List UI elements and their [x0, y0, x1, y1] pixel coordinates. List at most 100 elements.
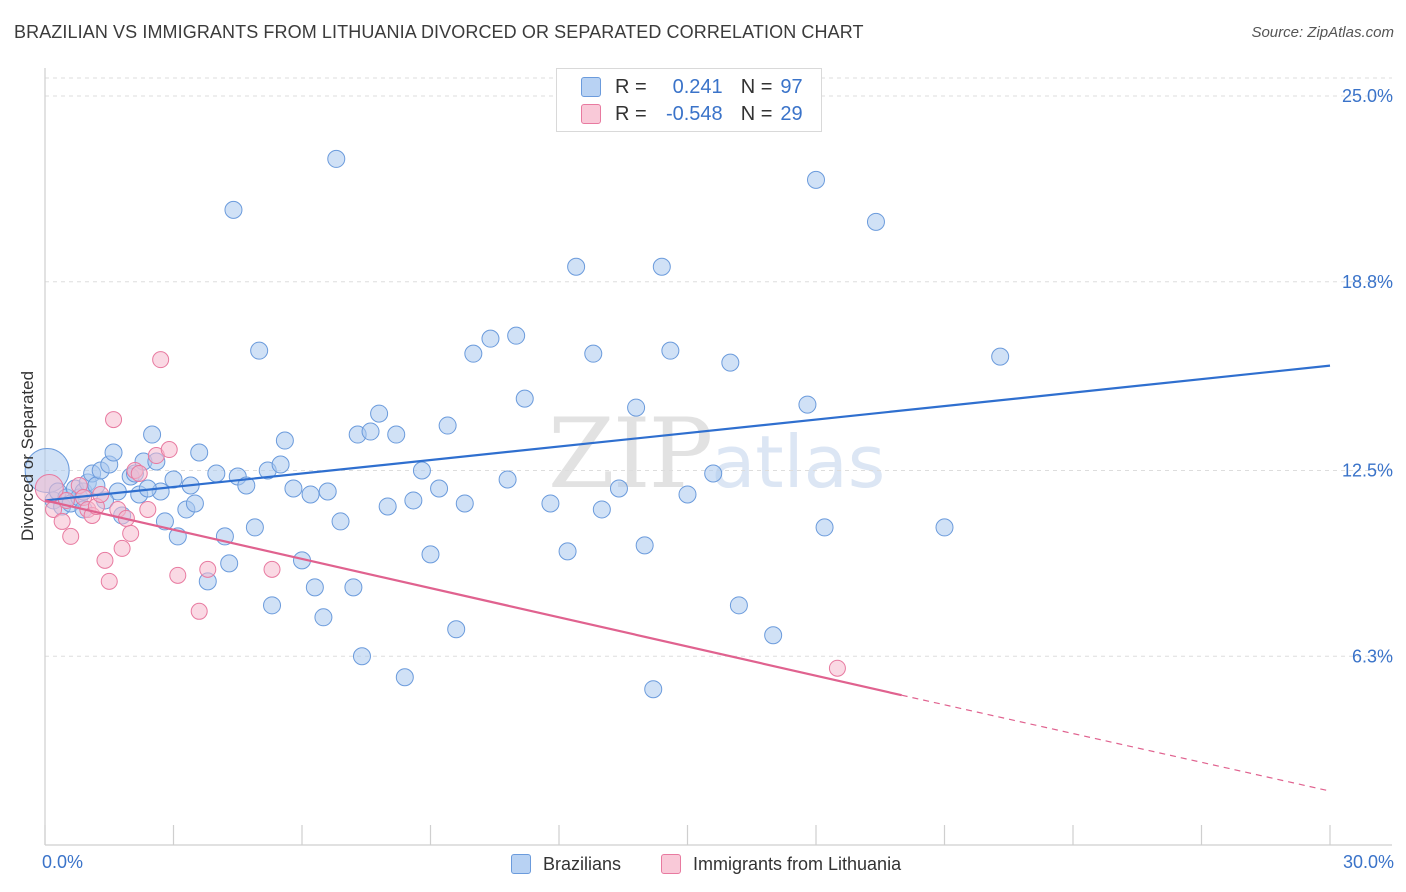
brazilians-point — [327, 149, 346, 168]
lithuania-point — [139, 500, 157, 518]
lithuania-point — [130, 464, 148, 482]
legend-swatch-blue — [581, 77, 601, 97]
y-axis-title: Divorced or Separated — [18, 370, 37, 542]
bottom-legend-lithuania: Immigrants from Lithuania — [661, 852, 901, 876]
brazilians-point — [729, 596, 748, 615]
brazilians-point — [507, 326, 526, 345]
lithuania-point — [100, 572, 118, 590]
brazilians-point — [567, 257, 586, 276]
brazilians-point — [387, 425, 406, 444]
brazilians-point — [652, 257, 671, 276]
brazilians-point — [284, 479, 303, 498]
y-tick-label: 12.5% — [1342, 461, 1393, 481]
lithuania-point — [62, 527, 80, 545]
brazilians-point — [464, 344, 483, 363]
bottom-legend-swatch-blue — [511, 854, 531, 874]
brazilians-point — [404, 491, 423, 510]
brazilians-point — [271, 455, 290, 474]
stats-legend: R = 0.241 N = 97 R = -0.548 N = 29 — [556, 68, 822, 132]
legend-r-value: 0.241 — [672, 75, 723, 98]
brazilians-point — [344, 578, 363, 597]
lithuania-trendline — [44, 499, 902, 697]
legend-row-lithuania: R = -0.548 N = 29 — [581, 102, 803, 126]
lithuania-point — [169, 566, 187, 584]
legend-r-label: R = — [615, 75, 647, 98]
brazilians-point — [237, 476, 256, 495]
brazilians-point — [224, 200, 243, 219]
brazilians-point — [704, 464, 723, 483]
brazilians-point — [143, 425, 162, 444]
brazilians-point — [481, 329, 500, 348]
brazilians-point — [558, 542, 577, 561]
lithuania-point — [96, 551, 114, 569]
brazilians-point — [438, 416, 457, 435]
brazilians-point — [584, 344, 603, 363]
lithuania-point — [199, 560, 217, 578]
brazilians-point — [515, 389, 534, 408]
bottom-legend-brazilians: Brazilians — [511, 852, 621, 876]
chart-title: BRAZILIAN VS IMMIGRANTS FROM LITHUANIA D… — [14, 22, 864, 42]
brazilians-point — [220, 554, 239, 573]
brazilians-point — [798, 395, 817, 414]
brazilians-point — [815, 518, 834, 537]
lithuania-point — [53, 512, 71, 530]
brazilians-point — [541, 494, 560, 513]
brazilians-point — [378, 497, 397, 516]
brazilians-point — [935, 518, 954, 537]
brazilians-point — [301, 485, 320, 504]
brazilians-point — [627, 398, 646, 417]
brazilians-point — [661, 341, 680, 360]
lithuania-point — [828, 659, 846, 677]
brazilians-point — [455, 494, 474, 513]
lithuania-point — [152, 351, 170, 369]
lithuania-point — [105, 411, 123, 429]
brazilians-point — [361, 422, 380, 441]
legend-n-value: 97 — [780, 75, 803, 98]
brazilians-point — [592, 500, 611, 519]
brazilians-point — [807, 170, 825, 189]
bottom-legend-label-lithuania: Immigrants from Lithuania — [693, 853, 902, 874]
brazilians-point — [395, 668, 414, 687]
brazilians-point — [447, 620, 466, 639]
brazilians-point — [250, 341, 269, 360]
lithuania-point — [113, 539, 131, 557]
brazilians-point — [305, 578, 324, 597]
legend-r-value: -0.548 — [665, 102, 723, 125]
brazilians-point — [104, 443, 123, 462]
x-axis-min-label: 0.0% — [42, 852, 84, 872]
brazilians-point — [245, 518, 264, 537]
y-tick-label: 6.3% — [1352, 646, 1393, 666]
legend-r-label: R = — [615, 102, 647, 125]
lithuania-point — [160, 441, 178, 459]
lithuania-point — [263, 560, 281, 578]
brazilians-point — [866, 212, 885, 231]
brazilians-point — [991, 347, 1010, 366]
y-tick-label: 18.8% — [1342, 272, 1393, 292]
lithuania-point — [190, 602, 208, 620]
brazilians-point — [190, 443, 209, 462]
brazilians-point — [678, 485, 697, 504]
watermark-atlas: atlas — [711, 420, 886, 504]
legend-swatch-pink — [581, 104, 601, 124]
brazilians-point — [609, 479, 628, 498]
brazilians-trendline — [44, 364, 1331, 502]
lithuania-trendline-extension — [901, 694, 1331, 792]
legend-n-value: 29 — [780, 102, 803, 125]
brazilians-point — [370, 404, 389, 423]
brazilians-point — [721, 353, 740, 372]
brazilians-point — [207, 464, 226, 483]
brazilians-point — [263, 596, 282, 615]
brazilians-point — [764, 626, 783, 645]
x-axis-max-label: 30.0% — [1342, 852, 1394, 872]
bottom-legend-label-brazilians: Brazilians — [543, 853, 622, 874]
brazilians-point — [430, 479, 449, 498]
lithuania-point — [122, 524, 140, 542]
brazilians-point — [412, 461, 431, 480]
bottom-legend-swatch-pink — [661, 854, 681, 874]
legend-n-label: N = — [740, 75, 773, 98]
brazilians-point — [331, 512, 350, 531]
y-tick-label: 25.0% — [1342, 86, 1393, 106]
brazilians-point — [644, 680, 663, 699]
brazilians-point — [635, 536, 654, 555]
